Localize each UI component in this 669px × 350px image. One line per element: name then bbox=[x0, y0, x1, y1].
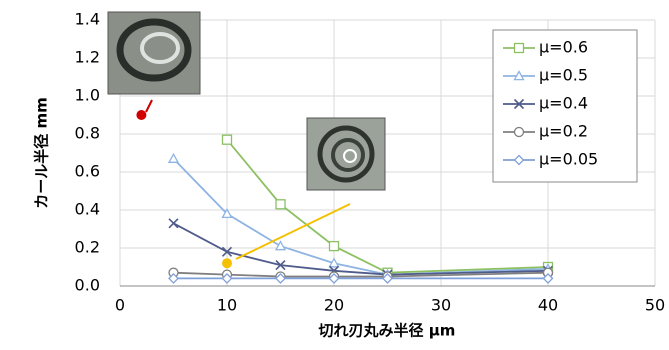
x-tick-label: 50 bbox=[645, 296, 665, 315]
y-tick-label: 0.4 bbox=[75, 200, 100, 219]
marker bbox=[223, 135, 232, 144]
y-tick-label: 1.2 bbox=[75, 48, 100, 67]
marker bbox=[276, 242, 285, 250]
legend-label: μ=0.5 bbox=[539, 66, 588, 85]
y-axis-title: カール半径 mm bbox=[33, 97, 51, 208]
legend-label: μ=0.6 bbox=[539, 38, 588, 57]
arrow bbox=[146, 100, 152, 112]
x-tick-label: 20 bbox=[324, 296, 344, 315]
legend: μ=0.6 μ=0.5 μ=0.4 μ=0.2 μ=0.05 bbox=[493, 30, 637, 182]
chart: 0.0 0.2 0.4 0.6 0.8 1.0 1.2 1.4 0 10 20 30 40 50 切れ刃丸… bbox=[0, 0, 669, 350]
legend-label: μ=0.2 bbox=[539, 122, 588, 141]
y-tick-label: 0.6 bbox=[75, 162, 100, 181]
marker bbox=[169, 219, 178, 228]
x-tick-label: 30 bbox=[431, 296, 451, 315]
x-tick-label: 0 bbox=[115, 296, 125, 315]
x-tick-label: 40 bbox=[538, 296, 558, 315]
x-axis-title: 切れ刃丸み半径 μm bbox=[319, 322, 456, 340]
photos bbox=[108, 12, 385, 259]
marker bbox=[330, 242, 339, 251]
y-tick-label: 1.4 bbox=[75, 10, 100, 29]
y-tick-label: 0.0 bbox=[75, 276, 100, 295]
y-tick-label: 0.2 bbox=[75, 238, 100, 257]
legend-label: μ=0.05 bbox=[539, 150, 598, 169]
marker bbox=[515, 44, 524, 53]
highlight-point bbox=[222, 258, 232, 268]
y-tick-label: 0.8 bbox=[75, 124, 100, 143]
marker bbox=[276, 200, 285, 209]
legend-label: μ=0.4 bbox=[539, 94, 588, 113]
marker bbox=[169, 154, 178, 162]
highlight-point bbox=[136, 110, 146, 120]
marker bbox=[515, 128, 524, 137]
x-tick-label: 10 bbox=[217, 296, 237, 315]
y-tick-label: 1.0 bbox=[75, 86, 100, 105]
